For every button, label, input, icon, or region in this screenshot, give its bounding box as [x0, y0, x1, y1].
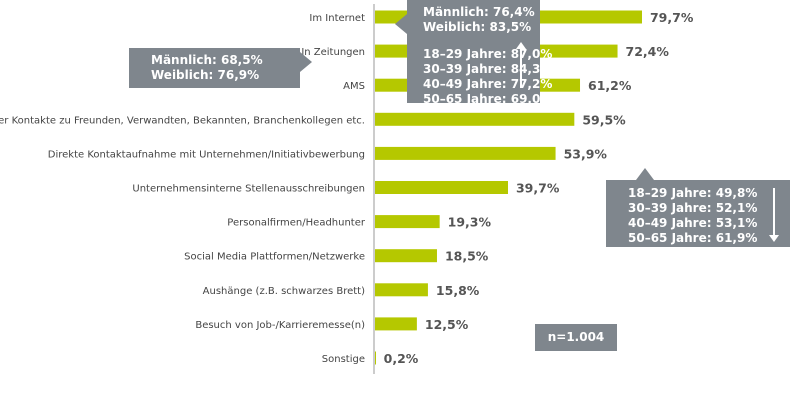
value-label: 19,3%	[448, 215, 492, 230]
category-label: AMS	[343, 81, 365, 92]
value-label: 59,5%	[582, 112, 626, 127]
callout-pointer	[300, 52, 312, 72]
value-label: 53,9%	[564, 146, 608, 161]
value-label: 72,4%	[626, 44, 670, 59]
sample-size-badge: n=1.004	[535, 324, 617, 351]
value-label: 61,2%	[588, 78, 632, 93]
value-label: 0,2%	[384, 351, 419, 366]
callout-line: Weiblich: 76,9%	[151, 68, 260, 82]
callout-pointer	[395, 14, 407, 34]
bar	[375, 146, 556, 160]
callout-line: 40–49 Jahre: 77,2%	[423, 77, 553, 91]
callout-line: Männlich: 76,4%	[423, 5, 535, 19]
callout-line: 30–39 Jahre: 52,1%	[628, 201, 758, 215]
value-label: 79,7%	[650, 10, 694, 25]
category-label: Über Kontakte zu Freunden, Verwandten, B…	[0, 113, 365, 126]
category-label: Aushänge (z.B. schwarzes Brett)	[203, 286, 365, 297]
callout-line: 30–39 Jahre: 84,3%	[423, 62, 553, 76]
callout-line: Männlich: 68,5%	[151, 53, 263, 67]
category-label: Social Media Plattformen/Netzwerke	[184, 252, 365, 263]
category-label: Unternehmensinterne Stellenausschreibung…	[132, 184, 365, 195]
bar	[375, 249, 437, 263]
bar	[375, 181, 508, 194]
callout-line: Weiblich: 83,5%	[423, 20, 532, 34]
callout-im-internet: Männlich: 76,4% Weiblich: 83,5% 18–29 Ja…	[395, 0, 553, 106]
bar	[375, 215, 440, 229]
category-label: Besuch von Job-/Karrieremesse(n)	[195, 320, 365, 331]
category-label: In Zeitungen	[301, 47, 365, 58]
callout-in-zeitungen-gender: Männlich: 68,5% Weiblich: 76,9%	[129, 48, 312, 88]
callout-unternehmensintern-age: 18–29 Jahre: 49,8% 30–39 Jahre: 52,1% 40…	[606, 168, 790, 247]
bar	[375, 317, 417, 331]
callout-line: 50–65 Jahre: 61,9%	[628, 231, 758, 245]
bar	[375, 351, 376, 365]
callout-line: 40–49 Jahre: 53,1%	[628, 216, 758, 230]
callout-pointer	[636, 168, 654, 180]
bar	[375, 112, 575, 126]
category-label: Im Internet	[309, 13, 365, 24]
value-label: 15,8%	[436, 283, 480, 298]
category-label: Sonstige	[322, 354, 365, 365]
category-label: Direkte Kontaktaufnahme mit Unternehmen/…	[48, 149, 365, 160]
arrow-down-icon	[769, 188, 779, 242]
category-label: Personalfirmen/Headhunter	[227, 218, 366, 229]
arrow-up-icon	[516, 42, 526, 88]
bar	[375, 283, 428, 297]
value-label: 12,5%	[425, 317, 469, 332]
value-label: 18,5%	[445, 249, 489, 264]
callout-line: 50–65 Jahre: 69,0%	[423, 92, 553, 106]
callout-line: 18–29 Jahre: 49,8%	[628, 186, 758, 200]
value-label: 39,7%	[516, 181, 560, 196]
callout-line: 18–29 Jahre: 87,0%	[423, 47, 553, 61]
